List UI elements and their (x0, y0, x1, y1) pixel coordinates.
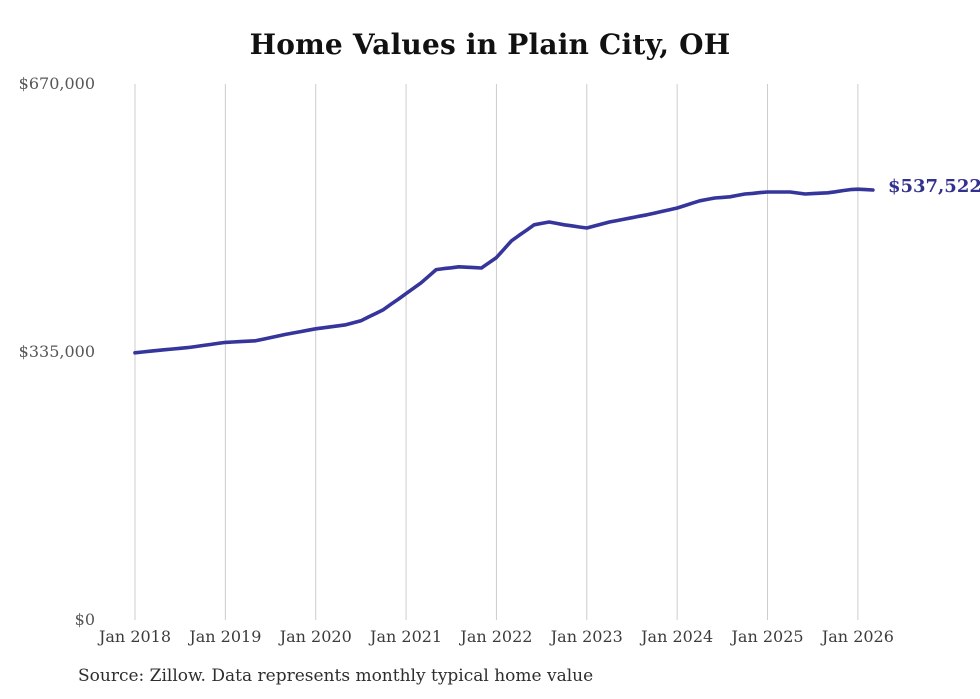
x-axis-tick-label: Jan 2019 (189, 627, 262, 646)
x-axis-tick-label: Jan 2023 (550, 627, 623, 646)
source-note: Source: Zillow. Data represents monthly … (78, 666, 594, 686)
y-axis-tick-label: $0 (74, 610, 95, 629)
x-axis-tick-label: Jan 2024 (641, 627, 714, 646)
latest-value-label: $537,522 (887, 175, 980, 197)
x-axis-tick-label: Jan 2026 (821, 627, 894, 646)
x-axis-tick-label: Jan 2020 (279, 627, 352, 646)
x-axis-tick-label: Jan 2018 (98, 627, 172, 646)
x-axis-tick-label: Jan 2025 (731, 627, 804, 646)
home-value-line (133, 187, 875, 355)
x-axis-tick-label: Jan 2022 (460, 627, 533, 646)
chart-title: Home Values in Plain City, OH (249, 28, 731, 61)
y-axis-tick-label: $335,000 (18, 342, 95, 361)
x-axis-tick-label: Jan 2021 (370, 627, 443, 646)
y-axis-tick-label: $670,000 (18, 74, 95, 93)
